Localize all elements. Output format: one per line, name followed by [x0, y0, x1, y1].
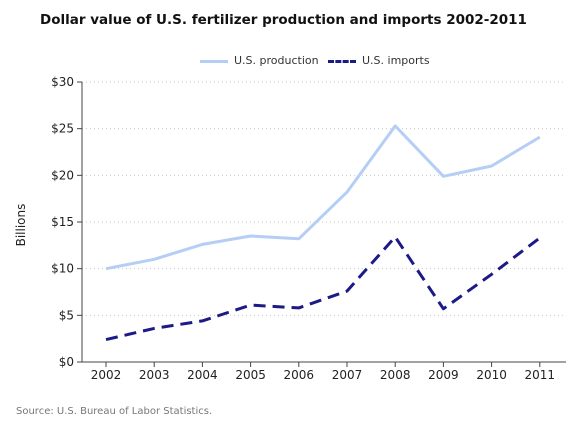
- x-tick-label: 2008: [380, 368, 411, 382]
- chart-title: Dollar value of U.S. fertilizer producti…: [40, 12, 527, 28]
- x-tick-label: 2004: [187, 368, 218, 382]
- data-point-imports: [490, 272, 494, 276]
- data-point-production: [490, 164, 494, 168]
- y-tick-label: $0: [59, 355, 74, 369]
- data-point-production: [249, 234, 253, 238]
- data-point-production: [393, 124, 397, 128]
- data-point-imports: [152, 326, 156, 330]
- y-tick-label: $15: [51, 215, 74, 229]
- data-point-production: [152, 257, 156, 261]
- data-point-imports: [104, 338, 108, 342]
- y-tick-label: $25: [51, 122, 74, 136]
- x-tick-label: 2011: [525, 368, 556, 382]
- series-line-production: [105, 124, 541, 271]
- x-tick-label: 2006: [284, 368, 315, 382]
- y-tick-label: $20: [51, 168, 74, 182]
- data-point-production: [441, 174, 445, 178]
- x-tick-label: 2002: [91, 368, 122, 382]
- data-point-production: [345, 190, 349, 194]
- x-tick-label: 2005: [235, 368, 266, 382]
- series-line-imports: [105, 235, 541, 342]
- x-tick-label: 2007: [332, 368, 363, 382]
- legend-swatch-production: [200, 60, 228, 63]
- data-point-production: [297, 237, 301, 241]
- y-tick-label: $30: [51, 75, 74, 89]
- data-point-imports: [393, 235, 397, 239]
- data-point-production: [538, 135, 542, 139]
- x-tick-label: 2010: [476, 368, 507, 382]
- y-tick-label: $10: [51, 262, 74, 276]
- legend-label-imports: U.S. imports: [362, 54, 430, 67]
- data-point-imports: [297, 306, 301, 310]
- data-point-imports: [200, 319, 204, 323]
- data-point-imports: [345, 289, 349, 293]
- data-point-imports: [441, 307, 445, 311]
- data-point-imports: [538, 236, 542, 240]
- x-tick-label: 2009: [428, 368, 459, 382]
- legend-swatch-imports: [328, 60, 356, 63]
- data-point-production: [104, 267, 108, 271]
- x-tick-label: 2003: [139, 368, 170, 382]
- data-point-production: [200, 242, 204, 246]
- legend-label-production: U.S. production: [234, 54, 319, 67]
- y-tick-label: $5: [59, 308, 74, 322]
- source-note: Source: U.S. Bureau of Labor Statistics.: [16, 406, 213, 417]
- data-point-imports: [249, 303, 253, 307]
